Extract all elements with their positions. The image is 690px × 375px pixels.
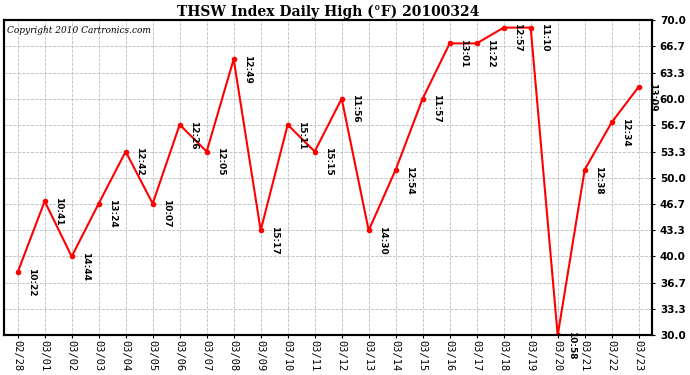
Text: 13:09: 13:09 [649, 82, 658, 111]
Text: 12:49: 12:49 [244, 55, 253, 84]
Text: 11:57: 11:57 [433, 94, 442, 123]
Text: 12:42: 12:42 [135, 147, 144, 176]
Text: 12:38: 12:38 [594, 165, 604, 194]
Text: Copyright 2010 Cartronics.com: Copyright 2010 Cartronics.com [8, 26, 151, 35]
Text: 15:17: 15:17 [270, 226, 279, 255]
Text: 10:58: 10:58 [567, 331, 576, 360]
Text: 11:56: 11:56 [351, 94, 360, 123]
Text: 12:34: 12:34 [622, 118, 631, 147]
Text: 12:05: 12:05 [217, 147, 226, 176]
Text: 12:26: 12:26 [189, 120, 199, 149]
Title: THSW Index Daily High (°F) 20100324: THSW Index Daily High (°F) 20100324 [177, 4, 480, 18]
Text: 12:54: 12:54 [406, 165, 415, 194]
Text: 10:41: 10:41 [55, 197, 63, 226]
Text: 15:15: 15:15 [324, 147, 333, 176]
Text: 11:10: 11:10 [540, 24, 549, 52]
Text: 13:24: 13:24 [108, 200, 117, 228]
Text: 10:07: 10:07 [162, 200, 171, 228]
Text: 14:44: 14:44 [81, 252, 90, 281]
Text: 10:22: 10:22 [28, 268, 37, 297]
Text: 14:30: 14:30 [378, 226, 387, 255]
Text: 11:22: 11:22 [486, 39, 495, 68]
Text: 13:01: 13:01 [460, 39, 469, 68]
Text: 12:57: 12:57 [513, 24, 522, 52]
Text: 15:11: 15:11 [297, 120, 306, 149]
